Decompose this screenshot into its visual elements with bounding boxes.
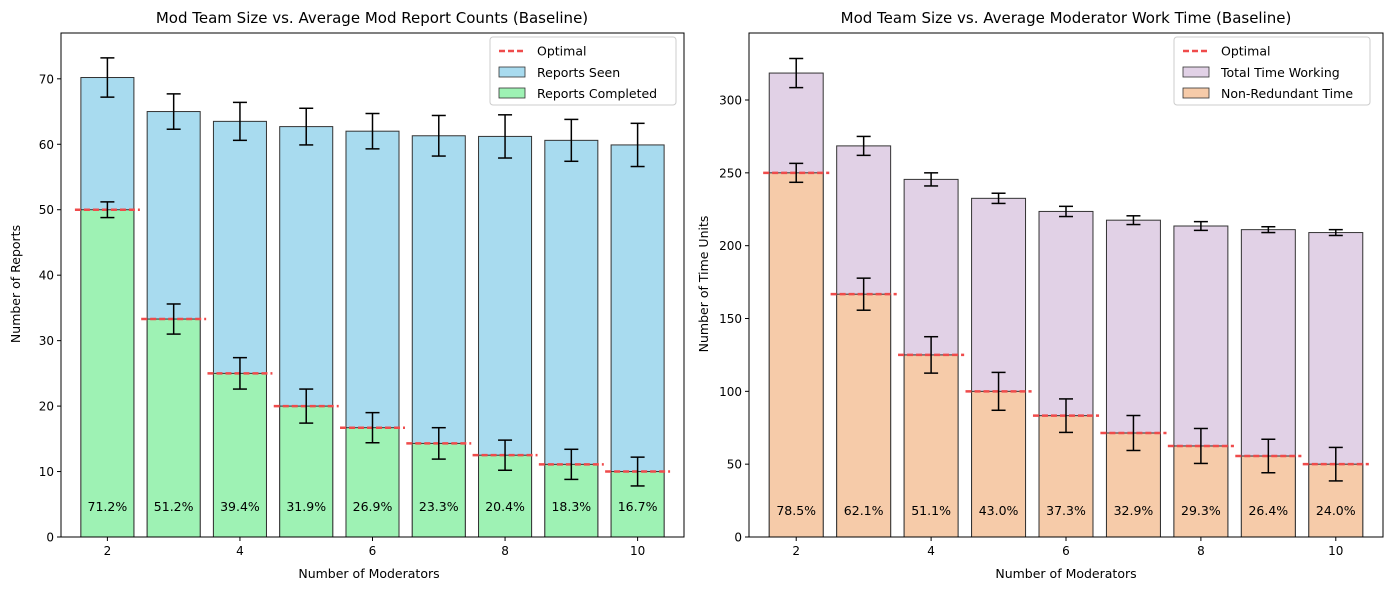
percent-label: 18.3% bbox=[551, 499, 591, 514]
percent-label: 51.2% bbox=[154, 499, 194, 514]
plot-area-left: 71.2% 51.2% 39.4% 31.9% 26.9% 23.3% 20.4% 18.3%… bbox=[39, 32, 685, 558]
percent-label: 26.4% bbox=[1248, 503, 1288, 518]
percent-label: 39.4% bbox=[220, 499, 260, 514]
legend-optimal-label: Optimal bbox=[1221, 44, 1270, 59]
y-tick-label: 250 bbox=[719, 166, 742, 180]
y-tick-label: 0 bbox=[46, 531, 54, 545]
y-tick-label: 200 bbox=[719, 239, 742, 253]
percent-label: 31.9% bbox=[286, 499, 326, 514]
legend-frame bbox=[489, 36, 677, 106]
legend-completed-label: Reports Completed bbox=[537, 86, 657, 101]
x-axis-label-left: Number of Moderators bbox=[298, 566, 439, 581]
y-axis-label-left: Number of Reports bbox=[8, 225, 23, 343]
x-tick-label: 6 bbox=[369, 544, 377, 558]
x-tick-label: 6 bbox=[1062, 544, 1070, 558]
bar-reports-completed bbox=[146, 318, 201, 538]
y-tick-label: 30 bbox=[39, 334, 54, 348]
x-tick-label: 4 bbox=[236, 544, 244, 558]
y-tick-label: 10 bbox=[39, 465, 54, 479]
legend-right: Optimal Total Time Working Non-Redundant… bbox=[1173, 36, 1371, 106]
percent-label: 23.3% bbox=[419, 499, 459, 514]
bar-non-redundant-time bbox=[903, 354, 959, 538]
bar-non-redundant-time bbox=[971, 390, 1027, 538]
y-tick-label: 60 bbox=[39, 138, 54, 152]
x-axis-label-right: Number of Moderators bbox=[995, 566, 1136, 581]
percent-label: 16.7% bbox=[618, 499, 658, 514]
legend-seen-label: Reports Seen bbox=[537, 65, 620, 80]
legend-nonredundant-label: Non-Redundant Time bbox=[1221, 86, 1353, 101]
plot-area-right: 78.5% 62.1% 51.1% 43.0% 37.3% 32.9% 29.3% 26.4%… bbox=[719, 32, 1384, 558]
x-tick-label: 2 bbox=[792, 544, 800, 558]
legend-nonredundant-swatch bbox=[1182, 87, 1210, 99]
percent-label: 20.4% bbox=[485, 499, 525, 514]
legend-total-label: Total Time Working bbox=[1220, 65, 1340, 80]
percent-label: 37.3% bbox=[1046, 503, 1086, 518]
bar-non-redundant-time bbox=[768, 172, 824, 538]
y-tick-label: 150 bbox=[719, 312, 742, 326]
bar-reports-completed bbox=[80, 209, 135, 538]
x-tick-label: 10 bbox=[630, 544, 645, 558]
x-tick-label: 8 bbox=[501, 544, 509, 558]
percent-label: 29.3% bbox=[1181, 503, 1221, 518]
y-tick-label: 40 bbox=[39, 269, 54, 283]
percent-label: 43.0% bbox=[979, 503, 1019, 518]
chart-title-right: Mod Team Size vs. Average Moderator Work… bbox=[841, 9, 1292, 27]
percent-label: 71.2% bbox=[88, 499, 128, 514]
chart-title-left: Mod Team Size vs. Average Mod Report Cou… bbox=[156, 9, 588, 27]
y-tick-label: 50 bbox=[39, 203, 54, 217]
y-axis-label-right: Number of Time Units bbox=[696, 216, 711, 353]
bar-non-redundant-time bbox=[1038, 415, 1094, 538]
chart-panel-left: Mod Team Size vs. Average Mod Report Cou… bbox=[8, 9, 685, 581]
x-tick-label: 2 bbox=[104, 544, 112, 558]
y-tick-label: 0 bbox=[734, 531, 742, 545]
x-tick-label: 8 bbox=[1197, 544, 1205, 558]
x-tick-label: 4 bbox=[927, 544, 935, 558]
legend-frame bbox=[1173, 36, 1371, 106]
percent-label: 51.1% bbox=[911, 503, 951, 518]
percent-label: 26.9% bbox=[353, 499, 393, 514]
x-tick-label: 10 bbox=[1328, 544, 1343, 558]
y-tick-label: 100 bbox=[719, 385, 742, 399]
legend-seen-swatch bbox=[498, 66, 526, 78]
bar-reports-completed bbox=[212, 372, 267, 538]
y-tick-label: 50 bbox=[727, 458, 742, 472]
legend-completed-swatch bbox=[498, 87, 526, 99]
bar-reports-completed bbox=[345, 427, 400, 538]
legend-total-swatch bbox=[1182, 66, 1210, 78]
bar-reports-completed bbox=[279, 405, 334, 538]
legend-optimal-label: Optimal bbox=[537, 44, 586, 59]
y-tick-label: 20 bbox=[39, 400, 54, 414]
bar-non-redundant-time bbox=[836, 293, 892, 538]
y-tick-label: 70 bbox=[39, 72, 54, 86]
percent-label: 78.5% bbox=[776, 503, 816, 518]
percent-label: 32.9% bbox=[1114, 503, 1154, 518]
percent-label: 62.1% bbox=[844, 503, 884, 518]
legend-left: Optimal Reports Seen Reports Completed bbox=[489, 36, 677, 106]
percent-label: 24.0% bbox=[1316, 503, 1356, 518]
y-tick-label: 300 bbox=[719, 94, 742, 108]
chart-panel-right: Mod Team Size vs. Average Moderator Work… bbox=[696, 9, 1384, 581]
